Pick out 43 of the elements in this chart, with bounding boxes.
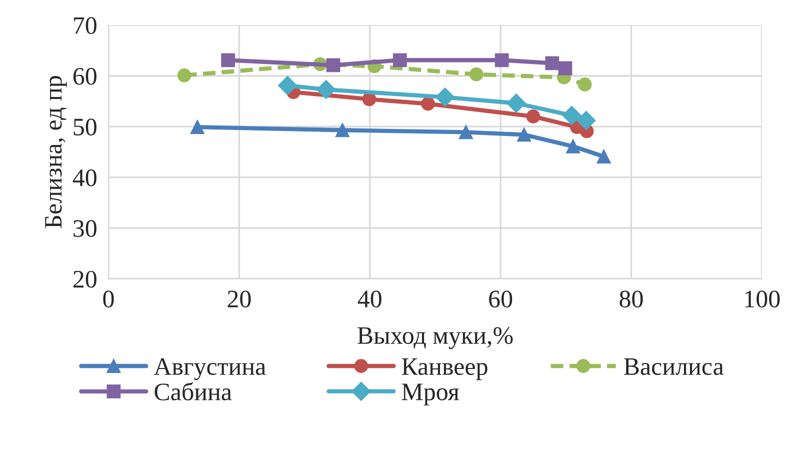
point: [517, 128, 532, 142]
x-tick-label: 40: [358, 290, 382, 308]
point: [190, 120, 204, 134]
point: [578, 78, 592, 92]
point: [435, 88, 455, 107]
point: [421, 96, 435, 111]
point: [278, 76, 298, 96]
y-tick-label: 40: [72, 169, 96, 186]
y-tick-label: 70: [74, 17, 96, 34]
legend-label: Мроя: [402, 384, 459, 406]
point: [506, 94, 526, 113]
point: [221, 53, 236, 68]
y-tick-label: 20: [73, 270, 96, 288]
point: [326, 58, 340, 72]
point: [545, 56, 560, 70]
y-tick-label: 50: [74, 118, 96, 136]
point: [562, 106, 582, 125]
point: [362, 92, 376, 106]
y-tick-label: 60: [73, 68, 96, 85]
legend-label: Сабина: [154, 382, 232, 400]
point: [558, 61, 572, 76]
x-tick-label: 80: [620, 290, 643, 308]
point: [596, 150, 611, 164]
point: [177, 68, 192, 82]
point: [576, 110, 596, 130]
point: [392, 53, 407, 68]
x-tick-label: 0: [103, 290, 114, 308]
x-tick-label: 100: [745, 290, 780, 308]
x-tick-label: 20: [228, 290, 251, 308]
legend-label: Августина: [154, 358, 266, 380]
point: [469, 67, 484, 82]
point: [526, 110, 540, 124]
legend-label: Василиса: [624, 358, 724, 375]
y-axis-title: Белизна, ед пр: [45, 76, 67, 228]
x-axis-title: Выход муки,%: [358, 327, 513, 350]
x-tick-label: 60: [489, 290, 512, 308]
point: [316, 80, 336, 100]
point: [335, 123, 350, 138]
legend-label: Канвеер: [402, 358, 488, 380]
point: [494, 53, 509, 68]
point: [458, 125, 473, 140]
y-tick-label: 30: [74, 220, 96, 237]
point: [566, 139, 580, 154]
